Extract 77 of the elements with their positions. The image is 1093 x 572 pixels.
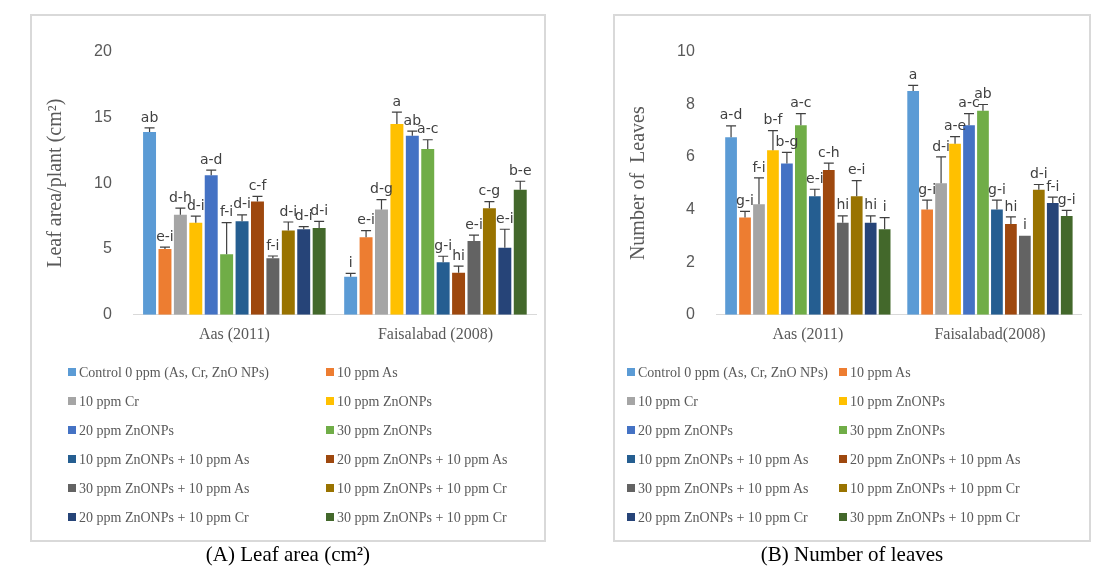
data-label: a-d <box>199 150 223 167</box>
legend-label: 30 ppm ZnONPs <box>336 422 433 440</box>
y-tick-label: 6 <box>685 147 695 165</box>
data-label: a-c <box>790 94 812 111</box>
legend-label: 30 ppm ZnONPs + 10 ppm As <box>78 480 251 498</box>
data-label: hi <box>864 196 878 213</box>
data-label: d-i <box>1029 165 1048 182</box>
data-label: e-i <box>465 215 483 232</box>
data-label: e-i <box>156 227 174 244</box>
x-tick-label: Aas (2011) <box>198 324 270 343</box>
data-label: d-i <box>233 195 251 212</box>
legend-label: 20 ppm ZnONPs + 10 ppm As <box>849 451 1022 469</box>
data-label: hi <box>452 246 465 263</box>
data-label: i <box>1022 216 1027 233</box>
data-label: hi <box>836 196 850 213</box>
legend-label: 30 ppm ZnONPs + 10 ppm Cr <box>849 509 1021 527</box>
y-tick-label: 10 <box>677 42 695 60</box>
data-label: i <box>348 253 353 270</box>
legend-label: Control 0 ppm (As, Cr, ZnO NPs) <box>78 364 270 382</box>
legend-label: 20 ppm ZnONPs + 10 ppm As <box>336 451 509 469</box>
data-label: c-g <box>478 182 501 199</box>
data-label: c-f <box>248 177 268 193</box>
legend-label: 20 ppm ZnONPs + 10 ppm Cr <box>78 509 250 527</box>
data-label: f-i <box>220 203 234 220</box>
y-tick-label: 8 <box>685 94 695 112</box>
y-tick-label: 0 <box>102 305 112 323</box>
data-label: hi <box>1004 197 1018 214</box>
data-label: ab <box>140 108 159 125</box>
legend-label: 10 ppm ZnONPs + 10 ppm Cr <box>336 480 508 498</box>
legend-label: 10 ppm ZnONPs <box>336 393 433 411</box>
data-label: d-i <box>932 137 950 154</box>
legend-label: 20 ppm ZnONPs <box>78 422 175 440</box>
y-tick-label: 4 <box>685 199 695 217</box>
y-tick-label: 2 <box>685 252 695 270</box>
legend-label: 10 ppm ZnONPs + 10 ppm As <box>637 451 810 469</box>
data-label: a-d <box>719 106 743 123</box>
text: (B) Number of leaves <box>759 542 945 567</box>
legend-label: 30 ppm ZnONPs + 10 ppm As <box>637 480 810 498</box>
data-label: f-i <box>752 158 766 175</box>
x-tick-label: Aas (2011) <box>772 324 844 343</box>
y-axis-title: Leaf area/plant (cm²) <box>43 98 67 268</box>
x-tick-label: Faisalabad(2008) <box>934 324 1046 343</box>
legend-label: 20 ppm ZnONPs + 10 ppm Cr <box>637 509 809 527</box>
data-label: g-i <box>918 180 937 197</box>
data-label: b-f <box>763 111 784 128</box>
y-tick-label: 20 <box>94 42 112 60</box>
data-label: f-i <box>266 236 280 253</box>
y-tick-label: 5 <box>102 239 112 257</box>
data-label: f-i <box>1046 177 1060 194</box>
legend-label: 20 ppm ZnONPs <box>637 422 734 440</box>
legend-label: 10 ppm ZnONPs + 10 ppm As <box>78 451 251 469</box>
legend-label: Control 0 ppm (As, Cr, ZnO NPs) <box>637 364 829 382</box>
legend-label: 10 ppm As <box>336 364 399 382</box>
x-tick-label: Faisalabad (2008) <box>377 324 493 343</box>
data-label: g-i <box>434 236 453 253</box>
legend-label: 30 ppm ZnONPs + 10 ppm Cr <box>336 509 508 527</box>
data-label: i <box>882 198 887 215</box>
legend-label: 10 ppm As <box>849 364 912 382</box>
data-label: a <box>908 65 918 82</box>
data-label: c-h <box>817 143 840 160</box>
legend-label: 10 ppm ZnONPs <box>849 393 946 411</box>
data-label: g-i <box>1057 190 1076 207</box>
y-tick-label: 0 <box>685 305 695 323</box>
data-label: e-i <box>357 211 375 228</box>
data-label: b-e <box>508 161 532 178</box>
data-label: e-i <box>847 161 866 178</box>
legend-label: 30 ppm ZnONPs <box>849 422 946 440</box>
y-tick-label: 10 <box>94 173 112 191</box>
legend-label: 10 ppm Cr <box>78 393 140 411</box>
text: (A) Leaf area (cm²) <box>204 542 372 567</box>
data-label: a <box>392 92 402 109</box>
legend-label: 10 ppm Cr <box>637 393 699 411</box>
data-label: a-e <box>943 117 967 134</box>
y-axis-title: Number of Leaves <box>626 106 649 261</box>
y-tick-label: 15 <box>94 107 112 125</box>
data-label: e-i <box>496 209 514 226</box>
legend-label: 10 ppm ZnONPs + 10 ppm Cr <box>849 480 1021 498</box>
